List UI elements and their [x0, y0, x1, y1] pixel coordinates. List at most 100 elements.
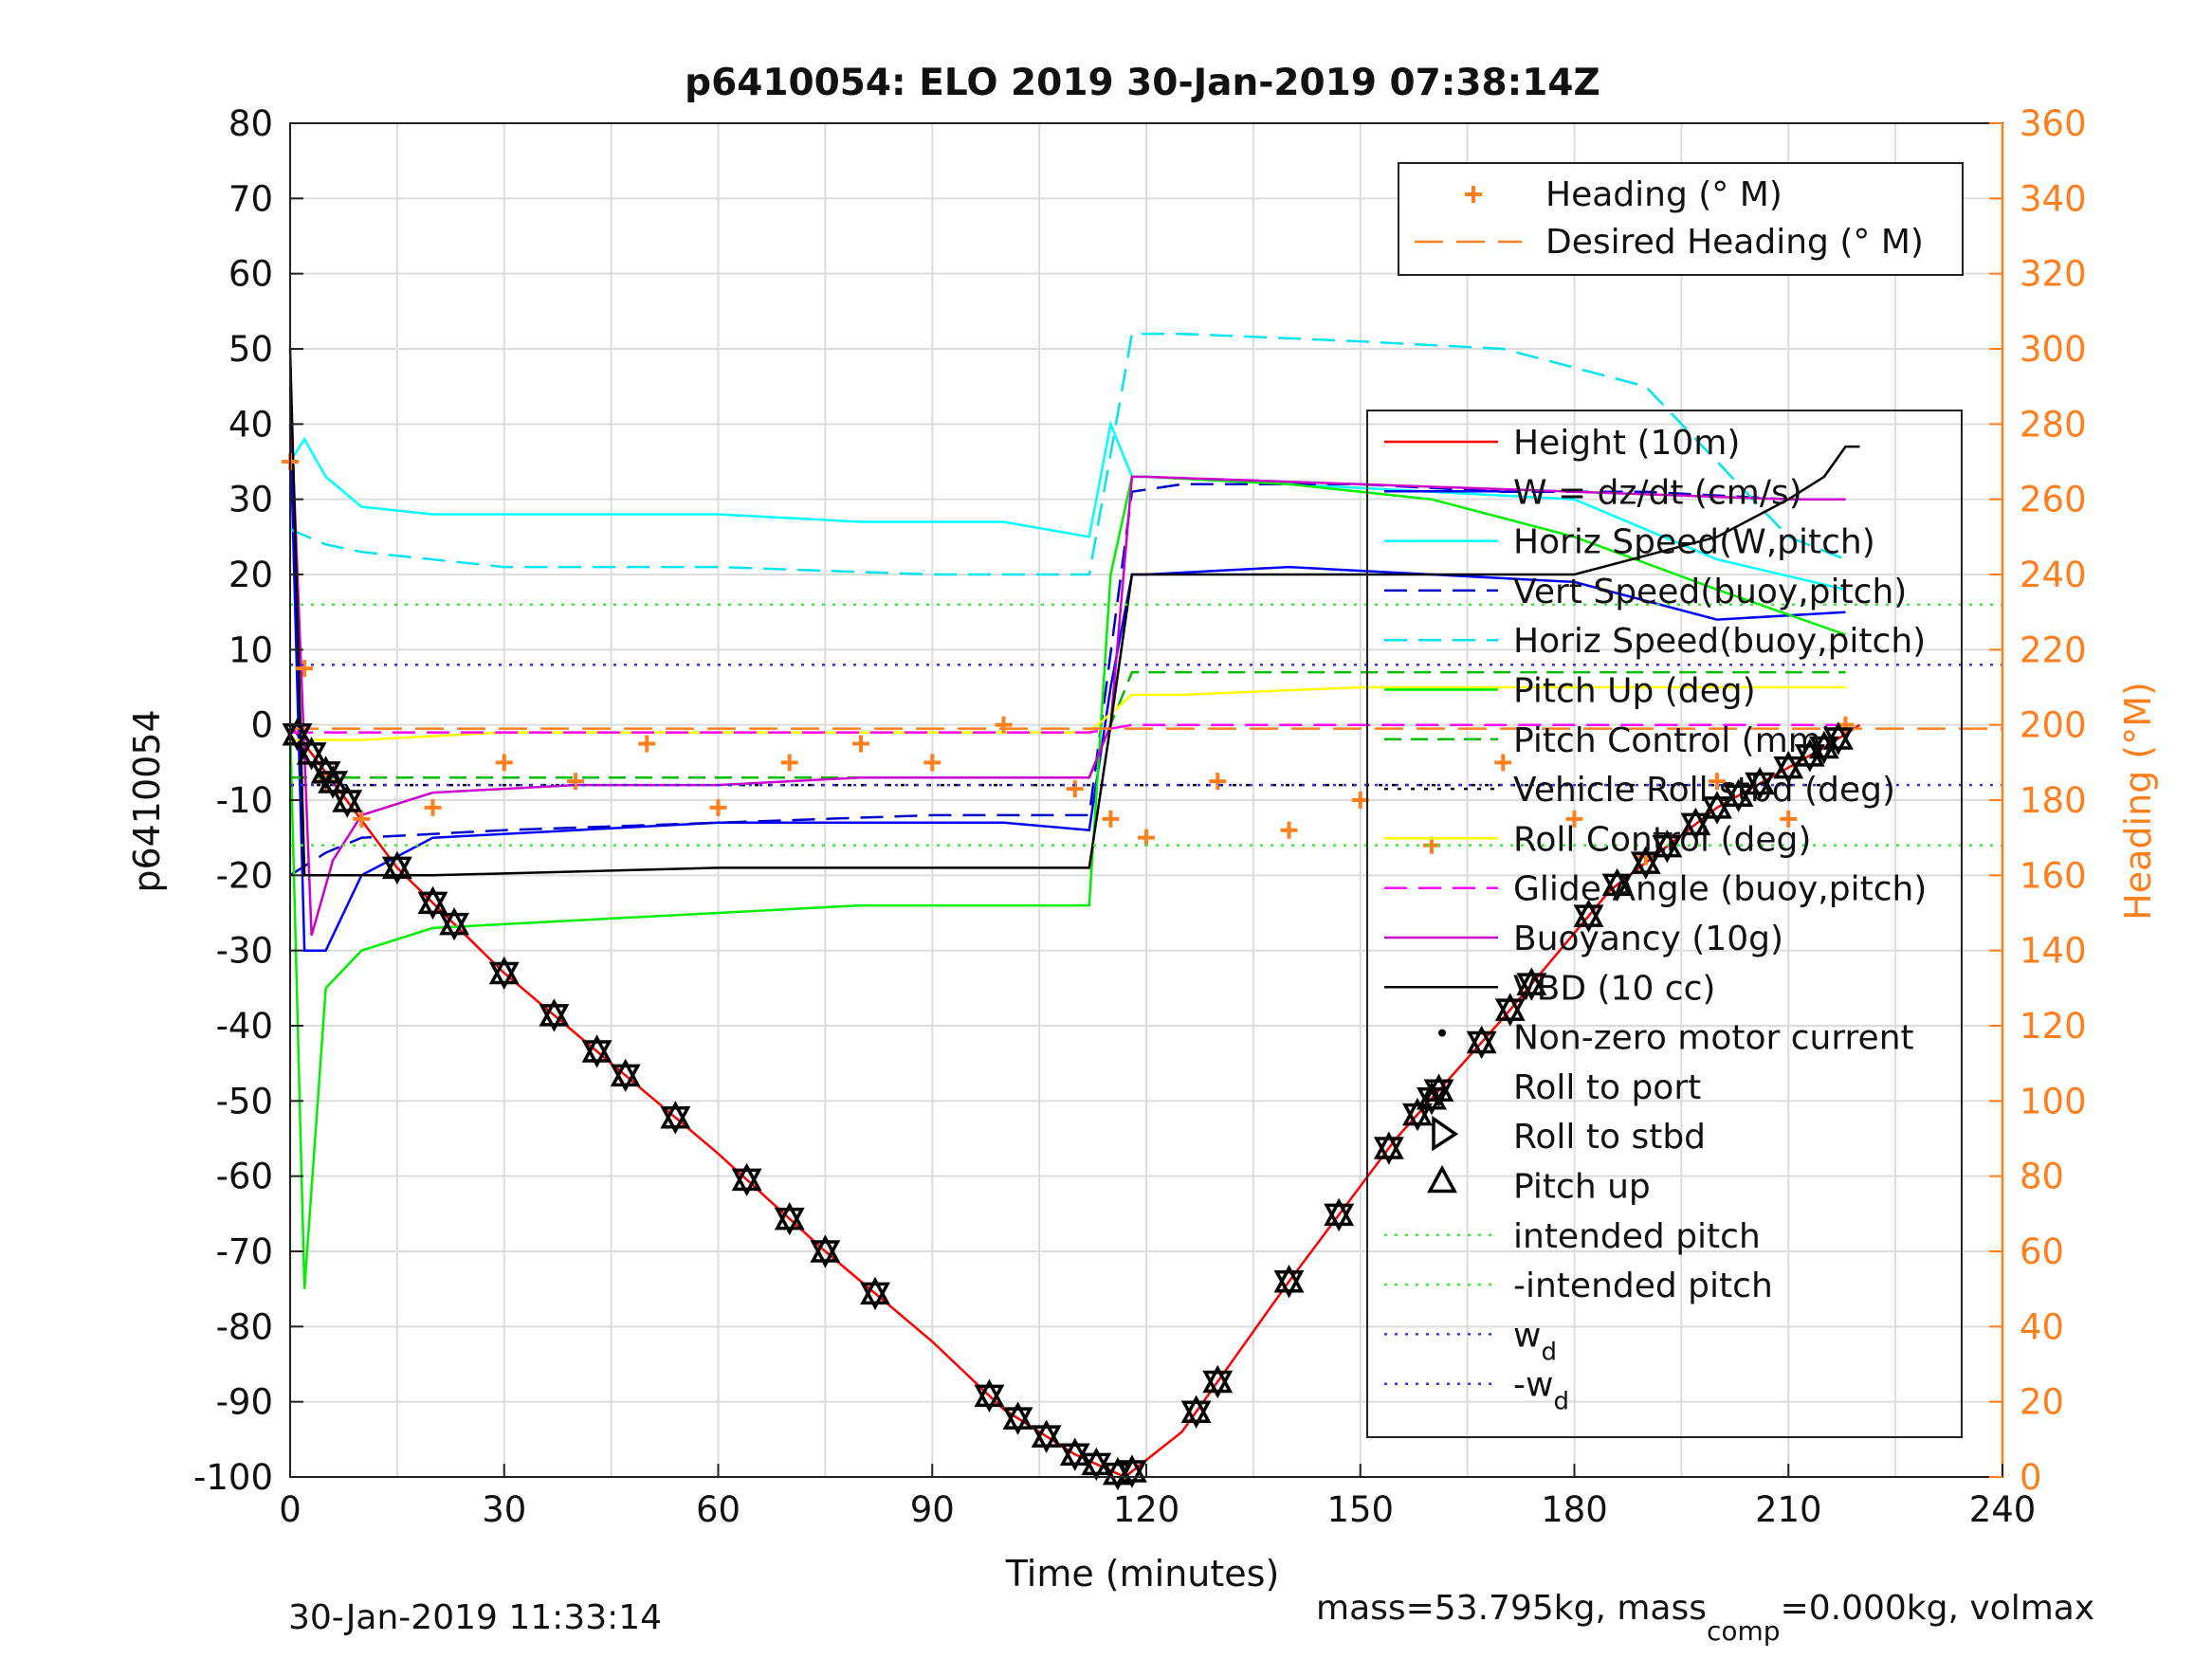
y2-tick-label: 240 [2020, 555, 2087, 595]
pitch-up-marker [774, 1201, 805, 1231]
x-tick-label: 150 [1326, 1489, 1394, 1530]
pitch-up-marker [439, 906, 470, 936]
tick-labels: 0 30 60 90 120 150 180 210 24080706050403020100-… [193, 103, 2087, 1530]
heading-point [1066, 780, 1084, 798]
pitch-down-marker [1202, 1370, 1234, 1399]
series-w-dz-dt-cm-s [288, 424, 1846, 952]
pitch-up-marker [974, 1378, 1005, 1408]
main-legend-entry: Pitch up [1513, 1168, 1651, 1207]
pitch-down-marker [1773, 756, 1804, 785]
legend-subscript: d [1553, 1388, 1569, 1416]
heading-point [1138, 829, 1155, 847]
x-tick-label: 240 [1969, 1489, 2037, 1530]
heading-legend: Heading (° M) Desired Heading (° M) [1398, 162, 1964, 276]
main-legend-entry: Pitch Up (deg) [1513, 672, 1756, 711]
heading-legend-box [1398, 162, 1964, 276]
pitch-up-marker [1573, 899, 1604, 927]
pitch-down-marker [1601, 873, 1633, 902]
pitch-down-marker [439, 912, 470, 941]
pitch-down-marker [660, 1106, 691, 1135]
main-legend-entry: Horiz Speed(buoy,pitch) [1513, 622, 1926, 661]
pitch-up-marker [1081, 1447, 1112, 1476]
pitch-up-marker [1417, 1082, 1447, 1110]
pitch-up-marker [1423, 1073, 1454, 1102]
series-buoyancy-10g [288, 386, 1846, 937]
pitch-up-marker [318, 765, 349, 793]
y-axis-label: p6410054 [126, 709, 168, 892]
y-tick-label: 30 [229, 480, 273, 520]
y2-tick-label: 340 [2020, 178, 2087, 219]
heading-point [1280, 821, 1298, 839]
series-pitch-up-deg [288, 475, 1846, 1289]
main-legend-entry: Vehicle Roll stbd (deg) [1513, 771, 1895, 810]
pitch-up-marker [860, 1276, 890, 1305]
main-legend-entry: intended pitch [1513, 1217, 1761, 1256]
y-tick-label: -90 [216, 1382, 273, 1423]
pitch-down-marker [974, 1384, 1005, 1413]
series-horiz-speed-buoy-pitch [289, 332, 1846, 576]
pitch-up-marker [296, 737, 327, 765]
pitch-down-marker [1516, 973, 1547, 1001]
heading-point [1494, 754, 1512, 772]
heading-point [1780, 810, 1798, 828]
pitch-down-marker [774, 1207, 805, 1236]
pitch-up-marker [282, 718, 313, 746]
pitch-down-marker [296, 742, 327, 771]
series-vbd-10-cc [288, 348, 1860, 877]
footer-mass: mass=53.795kg, masscomp=0.000kg, volmax [1316, 1589, 2094, 1647]
main-legend-entry: Height (10m) [1513, 424, 1740, 463]
main-legend: Height (10m) W = dz/dt (cm/s) Horiz Speed(… [1366, 410, 1963, 1438]
heading-point [780, 754, 798, 772]
x-axis-label: Time (minutes) [1005, 1553, 1280, 1595]
pitch-down-marker [417, 891, 448, 921]
axes-frame [289, 122, 2004, 1478]
y2-tick-label: 180 [2020, 780, 2087, 821]
pitch-down-marker [1745, 772, 1776, 801]
x-tick-label: 30 [482, 1489, 526, 1530]
pitch-up-marker [660, 1101, 691, 1129]
pitch-down-marker [310, 761, 341, 790]
pitch-down-marker [1002, 1407, 1033, 1435]
pitch-down-marker [539, 1004, 570, 1032]
y-tick-label: 50 [229, 329, 273, 370]
y2-tick-label: 20 [2020, 1382, 2064, 1423]
pitch-up-marker [1630, 846, 1661, 874]
pitch-down-marker [1373, 1137, 1404, 1165]
heading-point [709, 798, 727, 816]
x-tick-label: 120 [1113, 1489, 1180, 1530]
heading-point [1565, 810, 1583, 828]
y2-tick-label: 40 [2020, 1306, 2064, 1347]
footer-mass-a: mass=53.795kg, mass [1316, 1589, 1707, 1628]
pitch-up-marker [1601, 867, 1633, 897]
y2-tick-label: 160 [2020, 855, 2087, 896]
pitch-down-marker [488, 961, 520, 991]
y2-tick-label: 200 [2020, 705, 2087, 746]
series-vert-speed-buoy-pitch [289, 483, 1846, 877]
heading-point [353, 810, 371, 828]
x-tick-label: 60 [696, 1489, 740, 1530]
y-tick-label: -10 [216, 780, 273, 821]
pitch-up-marker [610, 1058, 641, 1087]
pitch-up-marker [1466, 1025, 1497, 1054]
x-tick-label: 180 [1541, 1489, 1608, 1530]
y-tick-label: 70 [229, 178, 273, 219]
y-tick-label: 60 [229, 254, 273, 295]
y2-tick-label: 120 [2020, 1006, 2087, 1047]
pitch-up-marker [488, 956, 520, 985]
pitch-down-marker [1031, 1425, 1062, 1453]
y2-tick-label: 80 [2020, 1157, 2064, 1197]
y-tick-label: -60 [216, 1157, 273, 1197]
pitch-up-symbol [1427, 1164, 1457, 1194]
y-tick-label: -40 [216, 1006, 273, 1047]
main-legend-entry: VBD (10 cc) [1513, 969, 1715, 1008]
pitch-down-marker [1402, 1103, 1433, 1132]
pitch-up-marker [810, 1234, 841, 1263]
heading-point [923, 754, 941, 772]
main-legend-entry: -intended pitch [1513, 1267, 1773, 1305]
pitch-up-marker [1002, 1401, 1033, 1430]
pitch-up-marker [1745, 766, 1776, 795]
y-tick-label: 20 [229, 555, 273, 595]
pitch-up-marker [1202, 1364, 1234, 1394]
y2-tick-label: 280 [2020, 404, 2087, 445]
pitch-up-marker [1180, 1395, 1212, 1423]
